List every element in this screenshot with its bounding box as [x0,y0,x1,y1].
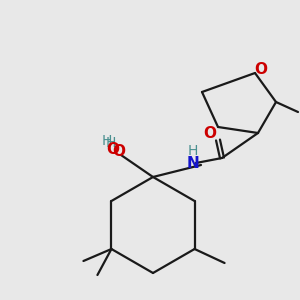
Text: H: H [188,144,198,158]
Text: H: H [102,134,112,148]
Text: N: N [187,155,200,170]
Text: H: H [106,136,116,150]
Text: O: O [203,127,217,142]
Text: O: O [112,143,125,158]
Text: O: O [106,142,119,158]
Text: O: O [254,62,268,77]
